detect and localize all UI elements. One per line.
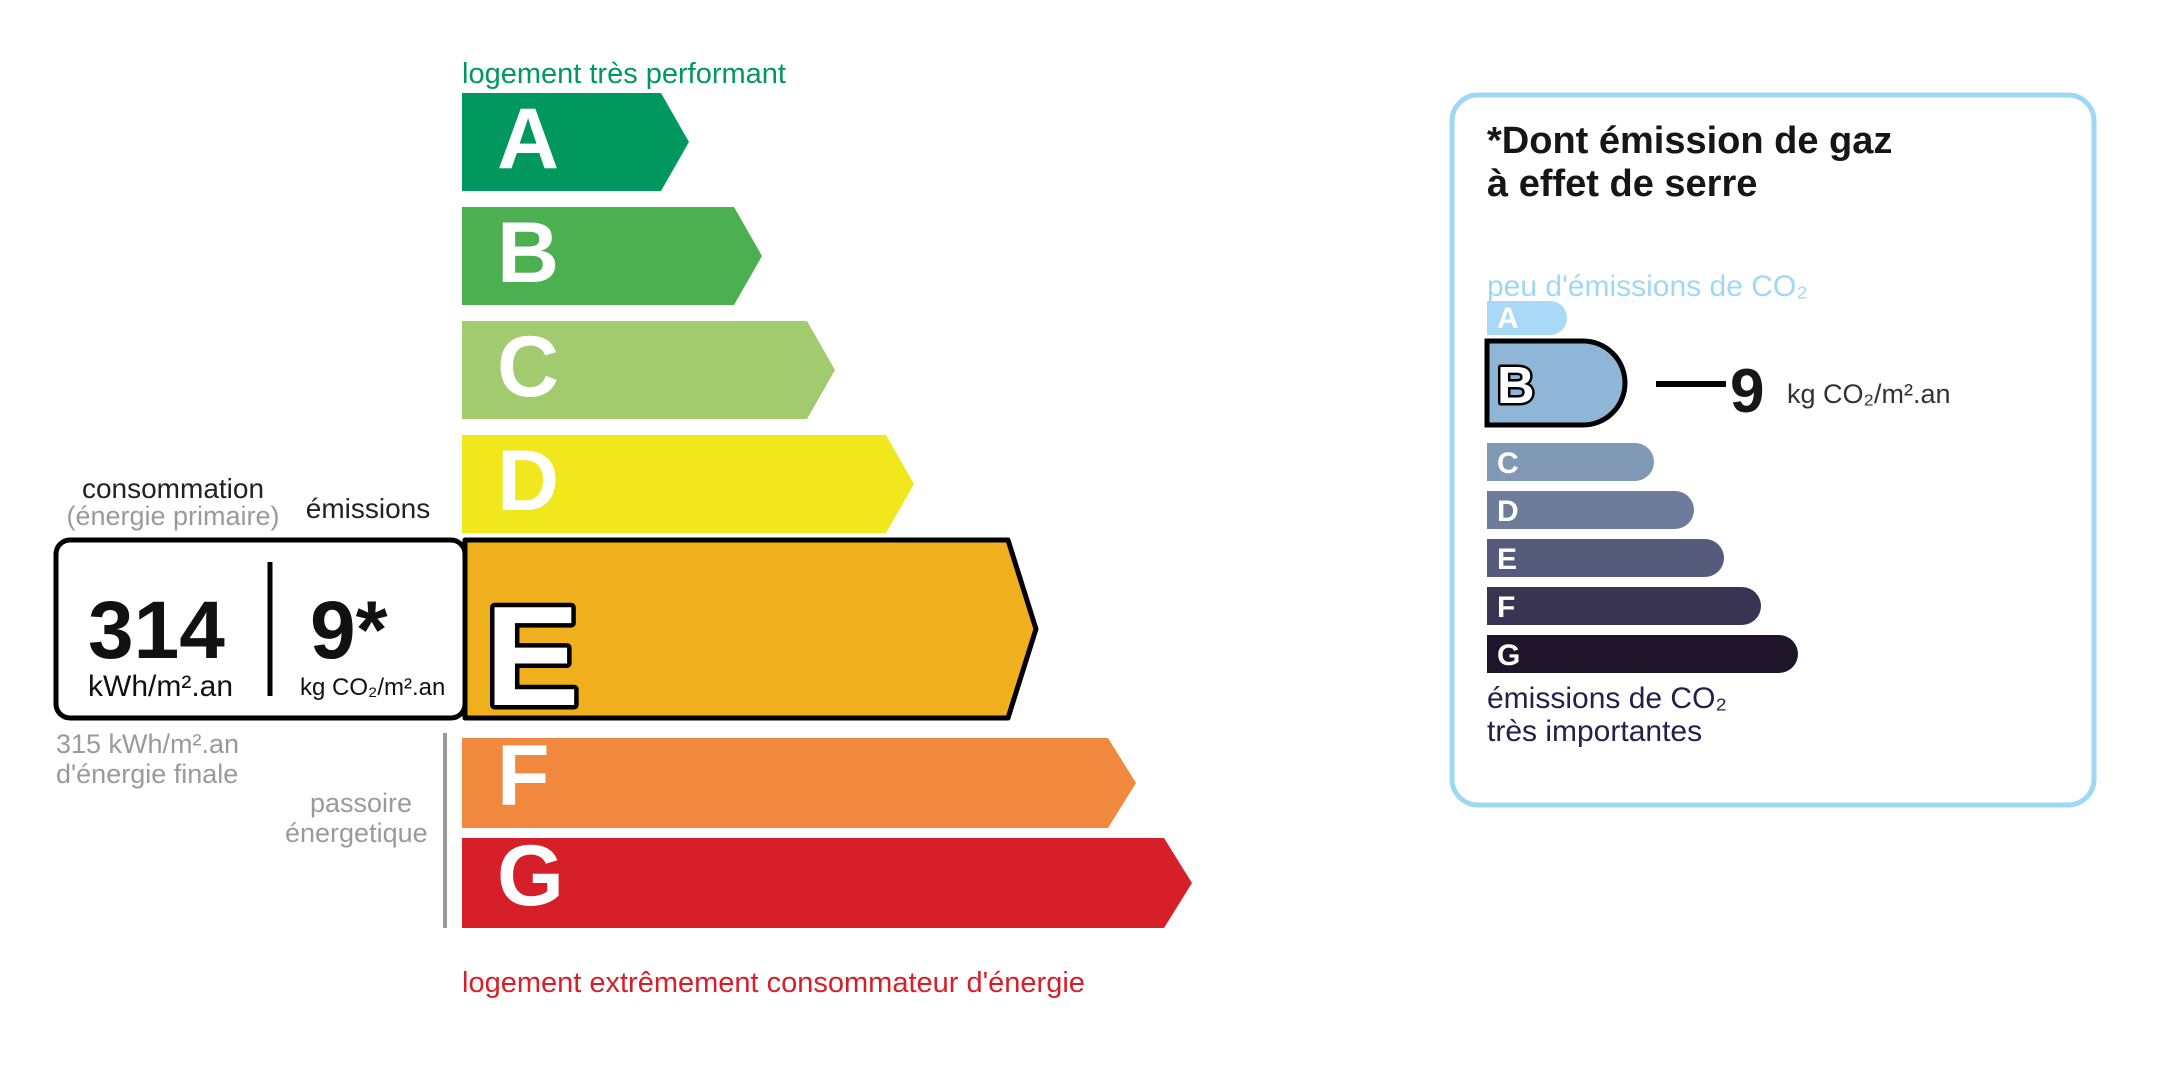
svg-text:E: E xyxy=(1497,543,1517,576)
svg-text:F: F xyxy=(497,728,550,824)
svg-text:C: C xyxy=(497,319,559,415)
svg-text:très importantes: très importantes xyxy=(1487,715,1702,748)
svg-text:B: B xyxy=(1497,357,1535,415)
svg-text:G: G xyxy=(1497,639,1520,672)
svg-text:D: D xyxy=(497,433,559,529)
svg-text:9*: 9* xyxy=(310,585,388,676)
svg-text:D: D xyxy=(1497,495,1519,528)
svg-text:(énergie primaire): (énergie primaire) xyxy=(66,501,279,531)
svg-text:315 kWh/m².an: 315 kWh/m².an xyxy=(56,729,239,759)
svg-text:*Dont émission de gaz: *Dont émission de gaz xyxy=(1487,120,1892,162)
svg-text:logement extrêmement consommat: logement extrêmement consommateur d'éner… xyxy=(462,967,1085,999)
svg-text:à effet de serre: à effet de serre xyxy=(1487,163,1757,205)
svg-text:passoire: passoire xyxy=(310,788,412,818)
svg-text:G: G xyxy=(497,828,564,924)
svg-text:E: E xyxy=(485,577,580,736)
svg-text:F: F xyxy=(1497,591,1515,624)
svg-text:9: 9 xyxy=(1730,357,1764,426)
svg-text:B: B xyxy=(497,205,559,301)
svg-text:A: A xyxy=(497,91,559,187)
svg-text:314: 314 xyxy=(88,585,225,676)
svg-text:énergetique: énergetique xyxy=(285,818,428,848)
svg-text:consommation: consommation xyxy=(82,473,264,504)
svg-text:A: A xyxy=(1497,302,1519,335)
svg-text:émissions de CO₂: émissions de CO₂ xyxy=(1487,682,1727,715)
svg-text:kWh/m².an: kWh/m².an xyxy=(88,670,233,703)
svg-text:kg CO₂/m².an: kg CO₂/m².an xyxy=(300,674,445,701)
svg-text:kg CO₂/m².an: kg CO₂/m².an xyxy=(1787,379,1951,409)
svg-text:d'énergie finale: d'énergie finale xyxy=(56,759,238,789)
svg-text:C: C xyxy=(1497,447,1519,480)
svg-text:émissions: émissions xyxy=(306,493,430,524)
svg-text:peu d'émissions de CO₂: peu d'émissions de CO₂ xyxy=(1487,270,1808,303)
svg-text:logement très performant: logement très performant xyxy=(462,58,786,90)
